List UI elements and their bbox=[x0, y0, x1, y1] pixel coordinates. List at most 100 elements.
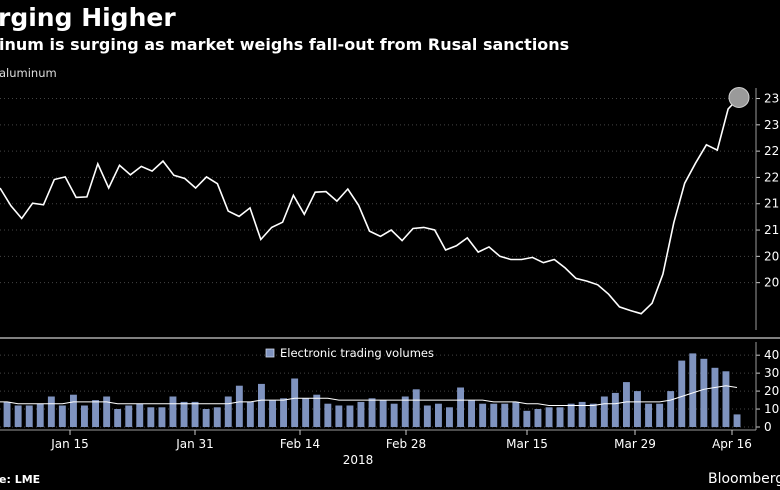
volume-bar bbox=[689, 353, 697, 427]
volume-bar bbox=[479, 403, 487, 427]
price-y-axis: 23 23 22 22 21 21 20 20 bbox=[755, 88, 779, 330]
volume-bar bbox=[58, 405, 66, 427]
price-gridlines bbox=[0, 98, 756, 284]
volume-bar bbox=[512, 401, 520, 427]
volume-tick-label: 20 bbox=[764, 384, 779, 398]
price-tick-label: 21 bbox=[764, 223, 779, 237]
source-note: e: LME bbox=[0, 473, 41, 486]
x-tick-label: Mar 29 bbox=[614, 437, 656, 451]
volume-bar bbox=[125, 405, 133, 427]
volume-bar bbox=[302, 398, 310, 427]
volume-bar bbox=[324, 403, 332, 427]
volume-bar bbox=[346, 405, 354, 427]
volume-bar bbox=[258, 383, 265, 427]
volume-bar bbox=[224, 396, 232, 427]
volume-bar bbox=[36, 403, 44, 427]
volume-bar bbox=[446, 407, 453, 428]
price-tick-label: 23 bbox=[764, 92, 779, 106]
price-tick-label: 22 bbox=[764, 144, 779, 158]
x-tick-label: Jan 31 bbox=[175, 437, 214, 451]
legend-label: Electronic trading volumes bbox=[280, 346, 434, 360]
volume-bar bbox=[634, 391, 641, 427]
x-tick-label: Jan 15 bbox=[50, 437, 89, 451]
volume-bar bbox=[213, 407, 221, 428]
volume-bar bbox=[645, 403, 652, 427]
volume-bar bbox=[357, 401, 365, 427]
volume-bar bbox=[667, 391, 675, 427]
volume-bar bbox=[280, 398, 287, 427]
volume-bar bbox=[368, 398, 376, 427]
volume-bar bbox=[158, 407, 166, 428]
volume-tick-label: 0 bbox=[764, 420, 772, 434]
volume-bar bbox=[556, 407, 564, 428]
volume-bar bbox=[180, 401, 188, 427]
volume-bars bbox=[3, 353, 741, 428]
volume-y-axis: 40 30 20 10 0 bbox=[755, 342, 779, 434]
brand-logo: Bloomberg bbox=[708, 471, 780, 487]
volume-bar bbox=[578, 401, 586, 427]
volume-bar bbox=[600, 396, 608, 427]
volume-bar bbox=[656, 403, 664, 427]
volume-bar bbox=[523, 410, 531, 427]
volume-bar bbox=[379, 400, 387, 427]
volume-bar bbox=[335, 405, 343, 427]
volume-bar bbox=[313, 394, 321, 427]
volume-bar bbox=[246, 401, 254, 427]
unit-label: aluminum bbox=[0, 66, 57, 80]
volume-bar bbox=[47, 396, 55, 427]
volume-bar bbox=[700, 358, 708, 427]
price-line bbox=[0, 96, 740, 315]
volume-moving-average bbox=[0, 385, 738, 406]
volume-tick-label: 40 bbox=[764, 348, 779, 362]
volume-bar bbox=[711, 367, 719, 428]
x-tick-label: Feb 14 bbox=[280, 437, 320, 451]
volume-bar bbox=[147, 407, 155, 428]
volume-bar bbox=[291, 378, 299, 427]
volume-bar bbox=[235, 385, 243, 427]
x-tick-label: Apr 16 bbox=[712, 437, 752, 451]
volume-bar bbox=[81, 405, 88, 427]
chart-title: rging Higher bbox=[0, 3, 176, 32]
volume-bar bbox=[3, 401, 11, 427]
volume-bar bbox=[103, 396, 111, 427]
volume-bar bbox=[412, 389, 420, 427]
volume-bar bbox=[92, 400, 99, 427]
volume-bar bbox=[611, 392, 619, 427]
volume-legend: Electronic trading volumes bbox=[265, 346, 434, 360]
volume-bar bbox=[202, 409, 210, 427]
volume-bar bbox=[678, 360, 686, 427]
volume-bar bbox=[169, 396, 177, 427]
volume-bar bbox=[390, 403, 398, 427]
price-tick-label: 23 bbox=[764, 118, 779, 132]
volume-tick-label: 10 bbox=[764, 402, 779, 416]
volume-bar bbox=[269, 400, 276, 427]
volume-bar bbox=[534, 409, 542, 427]
volume-bar bbox=[490, 403, 498, 427]
x-axis-year: 2018 bbox=[343, 453, 374, 467]
volume-bar bbox=[401, 396, 409, 427]
volume-bar bbox=[589, 403, 597, 427]
volume-bar bbox=[136, 403, 144, 427]
x-tick-label: Mar 15 bbox=[506, 437, 548, 451]
volume-bar bbox=[423, 405, 431, 427]
volume-bar bbox=[435, 403, 442, 427]
x-axis: Jan 15 Jan 31 Feb 14 Feb 28 Mar 15 Mar 29 Apr … bbox=[50, 430, 752, 451]
volume-bar bbox=[70, 394, 77, 427]
volume-tick-label: 30 bbox=[764, 366, 779, 380]
volume-bar bbox=[722, 371, 730, 427]
legend-swatch-icon bbox=[265, 348, 275, 358]
price-tick-label: 20 bbox=[764, 276, 779, 290]
chart-subtitle: inum is surging as market weighs fall-ou… bbox=[0, 35, 570, 54]
volume-bar bbox=[457, 387, 464, 427]
volume-gridlines bbox=[0, 354, 756, 428]
volume-bar bbox=[14, 405, 22, 427]
price-tick-label: 20 bbox=[764, 249, 779, 263]
latest-price-marker bbox=[728, 86, 750, 108]
volume-bar bbox=[501, 403, 509, 427]
volume-bar bbox=[733, 414, 741, 427]
volume-bar bbox=[623, 382, 630, 427]
volume-bar bbox=[114, 409, 122, 427]
volume-bar bbox=[25, 405, 33, 427]
x-tick-label: Feb 28 bbox=[386, 437, 426, 451]
